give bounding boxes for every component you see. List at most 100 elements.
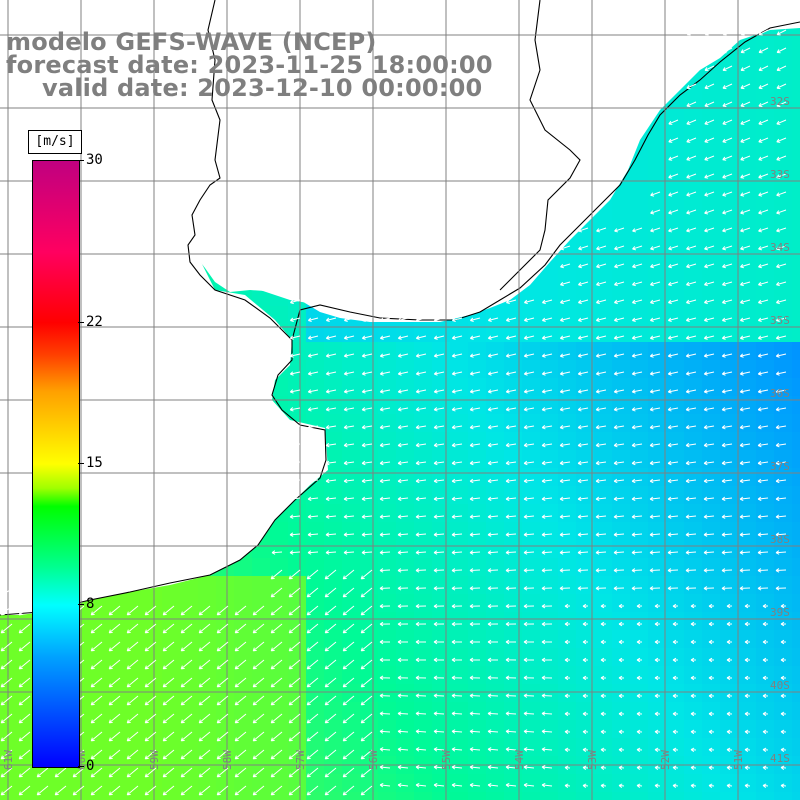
wind-arrow: [397, 747, 409, 752]
wind-arrow: [216, 713, 229, 724]
wind-arrow: [775, 317, 787, 322]
sea-cell: [558, 378, 577, 397]
wind-arrows: [0, 11, 787, 796]
sea-cell: [342, 360, 361, 379]
sea-cell: [576, 360, 595, 379]
wind-arrow: [451, 353, 463, 358]
sea-cell: [486, 630, 505, 649]
wind-arrow: [108, 749, 121, 760]
sea-cell: [738, 540, 757, 559]
wind-arrow: [690, 747, 697, 753]
sea-cell: [558, 360, 577, 379]
sea-cell: [504, 720, 523, 739]
sea-cell: [414, 738, 433, 757]
wind-arrow: [541, 693, 553, 698]
latitude-label: 34S: [770, 241, 790, 254]
sea-cell: [774, 738, 793, 757]
sea-cell: [216, 666, 235, 685]
sea-cell: [720, 576, 739, 595]
wind-arrow: [108, 731, 121, 742]
sea-cell: [594, 558, 613, 577]
wind-arrow: [18, 749, 31, 760]
sea-cell: [702, 684, 721, 703]
sea-cell: [612, 216, 631, 235]
wind-arrow: [180, 767, 193, 778]
sea-cell: [774, 720, 793, 739]
sea-cell: [432, 504, 451, 523]
wind-arrow: [613, 568, 625, 573]
wind-arrow: [379, 407, 391, 412]
sea-cell: [594, 396, 613, 415]
wind-arrow: [487, 389, 499, 394]
wind-arrow: [523, 317, 535, 322]
sea-cell: [540, 522, 559, 541]
sea-cell: [486, 306, 505, 325]
wind-arrow: [721, 425, 733, 430]
wind-arrow: [654, 729, 661, 735]
sea-cell: [648, 486, 667, 505]
wind-arrow: [654, 657, 661, 663]
sea-cell: [288, 558, 307, 577]
wind-arrow: [505, 425, 517, 430]
wind-arrow: [762, 639, 769, 645]
wind-arrow: [740, 155, 751, 161]
sea-cell: [450, 414, 469, 433]
sea-cell: [288, 396, 307, 415]
sea-cell: [522, 450, 541, 469]
sea-cell: [702, 414, 721, 433]
sea-cell: [648, 270, 667, 289]
sea-cell: [342, 378, 361, 397]
wind-arrow: [126, 767, 139, 778]
wind-arrow: [342, 659, 355, 670]
sea-cell: [738, 720, 757, 739]
sea-cell: [270, 594, 289, 613]
sea-cell: [306, 666, 325, 685]
wind-arrow: [415, 317, 427, 322]
sea-cell: [540, 774, 559, 793]
sea-cell: [702, 612, 721, 631]
wind-arrow: [596, 227, 607, 233]
wind-arrow: [595, 389, 607, 394]
sea-cell: [486, 774, 505, 793]
sea-cell: [180, 774, 199, 793]
sea-cell: [648, 720, 667, 739]
sea-cell: [774, 558, 793, 577]
sea-cell: [738, 144, 757, 163]
wind-arrow: [703, 353, 715, 358]
wind-arrow: [0, 605, 13, 616]
wind-arrow: [108, 605, 121, 616]
wind-arrow: [726, 657, 733, 663]
sea-cell: [270, 378, 289, 397]
sea-cell: [18, 792, 37, 800]
wind-arrow: [307, 425, 319, 430]
wind-arrow: [541, 299, 553, 305]
sea-cell: [576, 378, 595, 397]
wind-arrow: [776, 29, 787, 36]
sea-cell: [774, 576, 793, 595]
wind-arrow: [667, 389, 679, 394]
wind-arrow: [234, 623, 247, 634]
wind-arrow: [234, 767, 247, 778]
sea-cell: [324, 684, 343, 703]
wind-arrow: [560, 227, 571, 233]
wind-arrow: [582, 729, 589, 735]
wind-arrow: [636, 693, 643, 699]
sea-cell: [720, 612, 739, 631]
wind-arrow: [360, 785, 373, 796]
wind-arrow: [415, 729, 427, 734]
wind-arrow: [757, 425, 769, 430]
sea-cell: [90, 630, 109, 649]
sea-cell: [738, 738, 757, 757]
wind-arrow: [582, 639, 589, 645]
wind-arrow: [361, 425, 373, 430]
wind-arrow: [162, 605, 175, 616]
sea-cell: [738, 504, 757, 523]
sea-cell: [450, 702, 469, 721]
wind-arrow: [721, 568, 733, 573]
wind-arrow: [487, 747, 499, 752]
sea-cell: [162, 738, 181, 757]
sea-cell: [666, 306, 685, 325]
wind-arrow: [252, 695, 265, 706]
wind-arrow: [324, 659, 337, 670]
wind-arrow: [325, 317, 337, 322]
